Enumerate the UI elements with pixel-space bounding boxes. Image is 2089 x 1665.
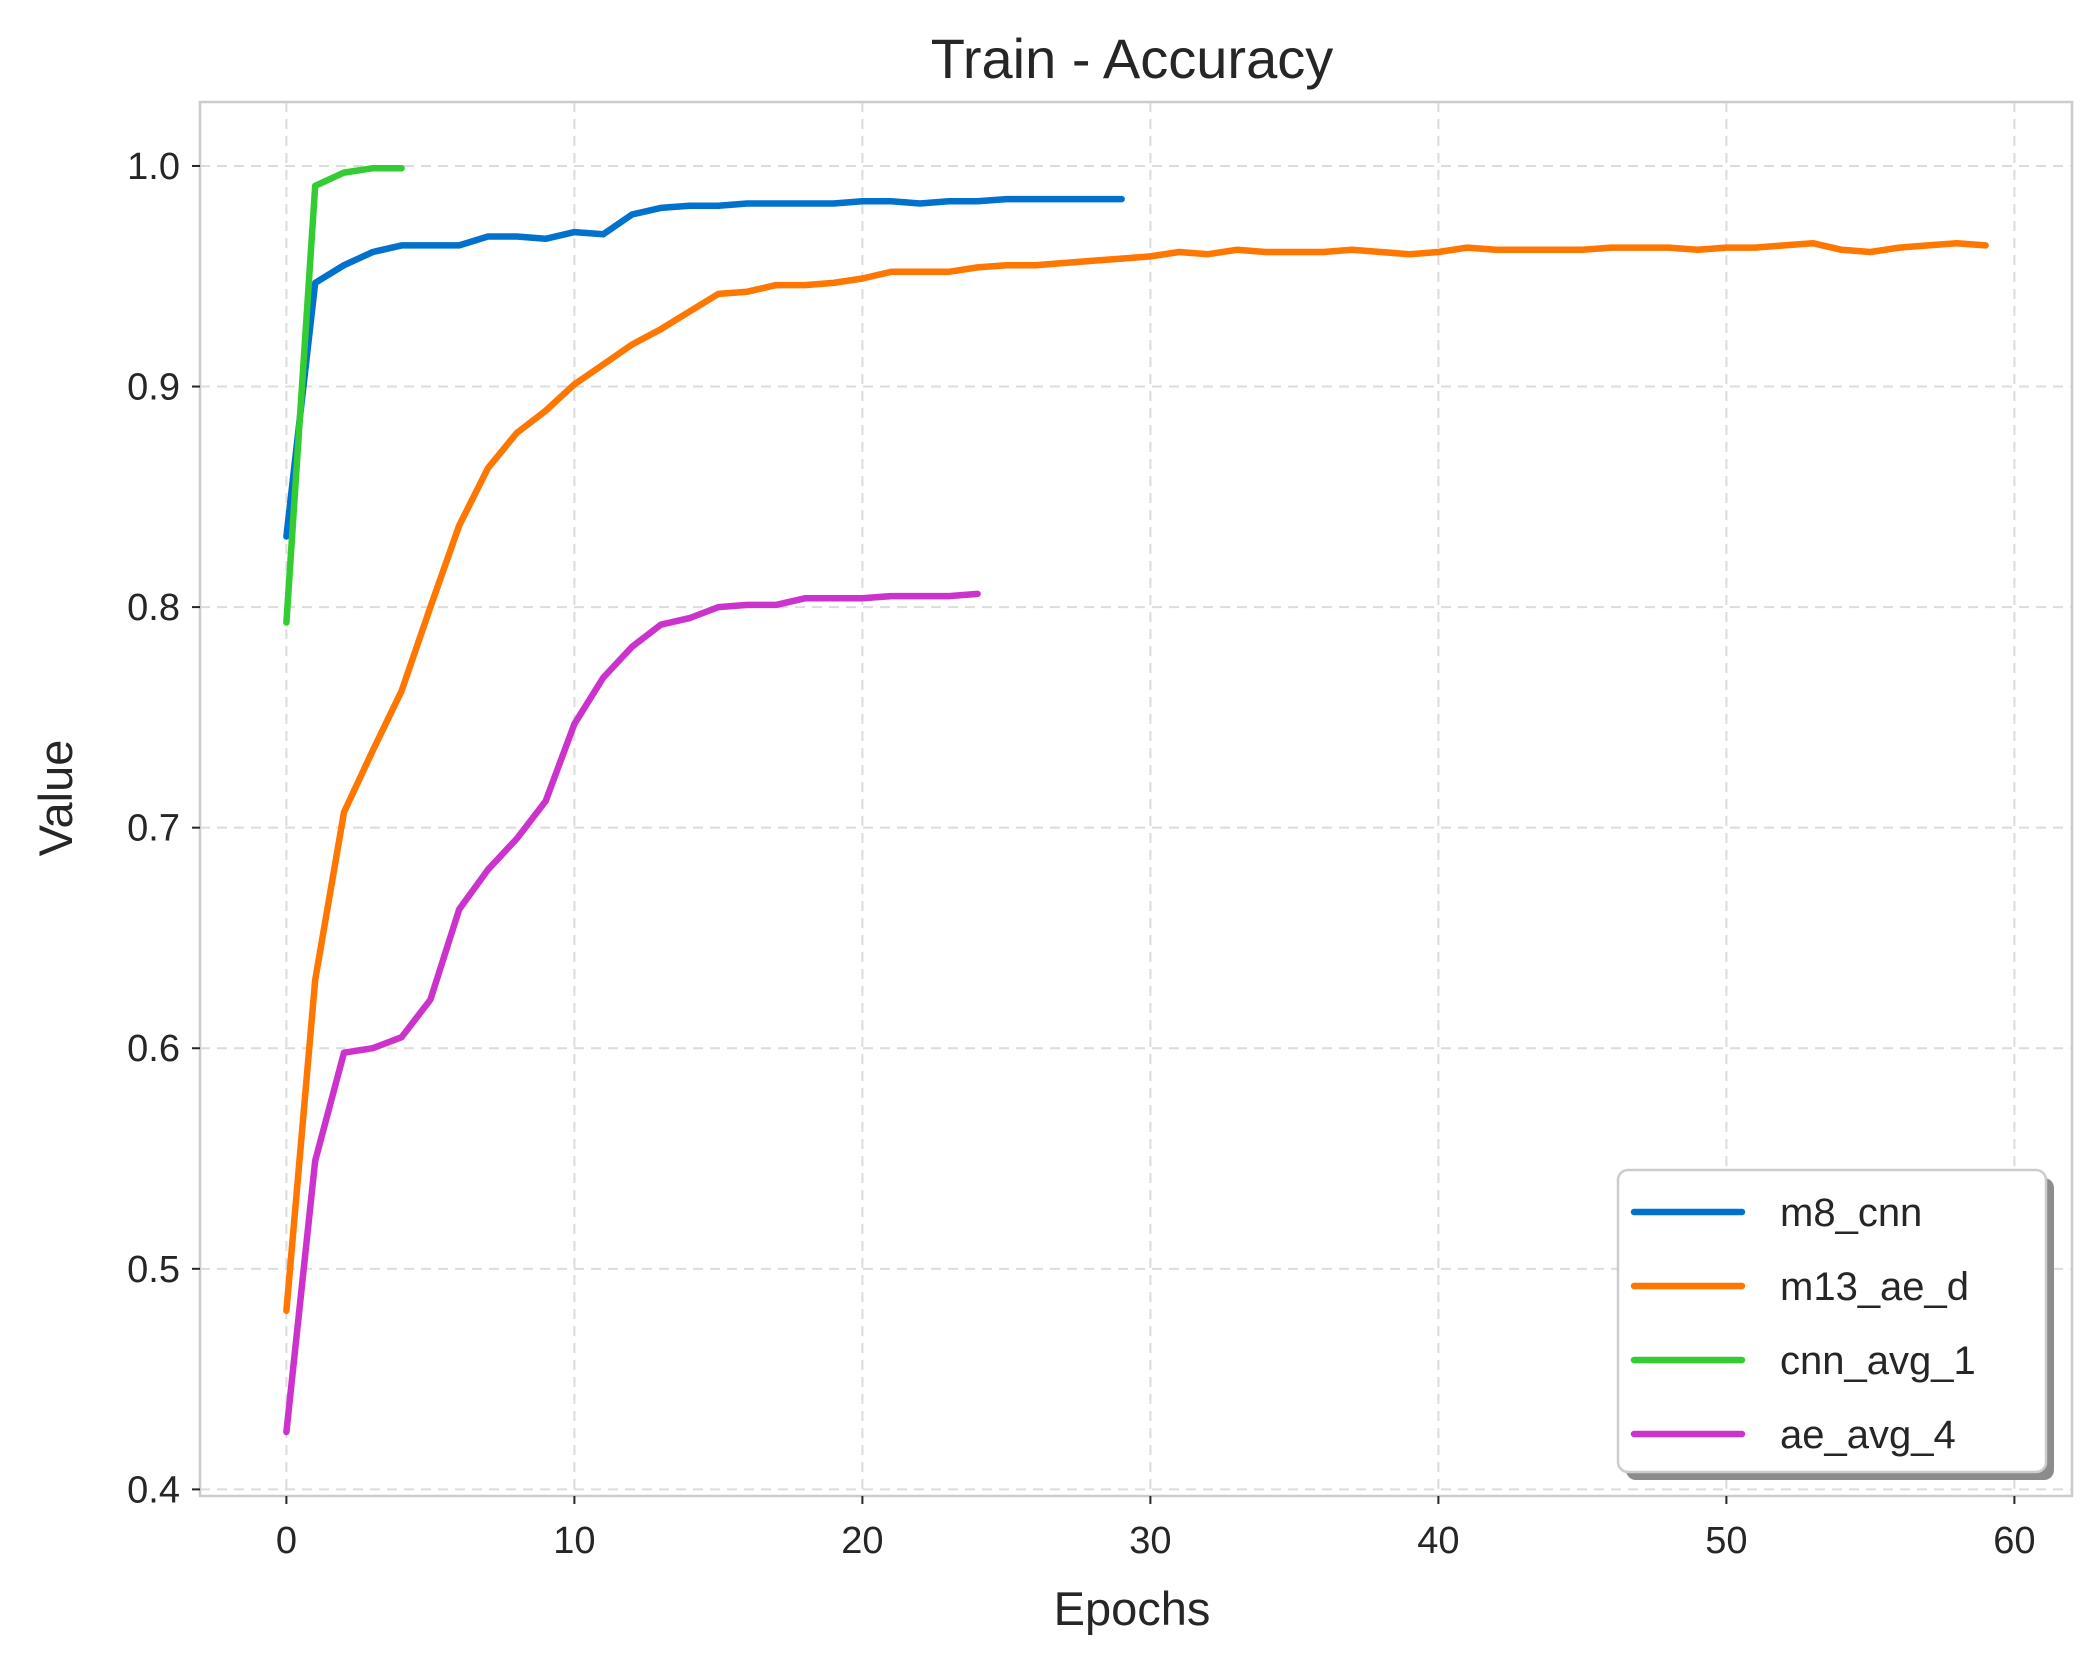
plot-frame (198, 100, 2074, 1498)
x-axis-label: Epochs (1054, 1582, 1211, 1635)
y-tick-label: 0.8 (127, 587, 180, 629)
x-tick-label: 10 (553, 1520, 595, 1562)
legend-label: m13_ae_d (1780, 1265, 1969, 1309)
x-tick-label: 50 (1705, 1520, 1747, 1562)
legend-label: ae_avg_4 (1780, 1413, 1956, 1457)
y-tick-label: 0.9 (127, 367, 180, 409)
series-layer (283, 164, 1989, 1436)
y-tick-label: 0.6 (127, 1028, 180, 1070)
legend-items: m8_cnn m13_ae_d cnn_avg_1 ae_avg_4 (1630, 1191, 1976, 1457)
x-tick-label: 60 (1993, 1520, 2035, 1562)
y-tick-label: 0.5 (127, 1249, 180, 1291)
y-tick-label: 1.0 (127, 146, 180, 188)
y-tick-label: 0.4 (127, 1469, 180, 1511)
y-axis-label: Value (29, 740, 82, 857)
x-tick-label: 40 (1417, 1520, 1459, 1562)
y-tick-label: 0.7 (127, 808, 180, 850)
series-line-m8-cnn (283, 195, 1125, 540)
legend: m8_cnn m13_ae_d cnn_avg_1 ae_avg_4 (1616, 1168, 2054, 1480)
legend-label: cnn_avg_1 (1780, 1339, 1976, 1383)
tick-layer: 0 10 20 30 40 50 60 0.4 0.5 0.6 0.7 0.8 0.9 1.0 (127, 146, 2035, 1562)
legend-box (1616, 1168, 2048, 1474)
chart-title: Train - Accuracy (931, 27, 1333, 90)
series-line-cnn-avg-1 (283, 164, 405, 626)
x-tick-label: 0 (276, 1520, 297, 1562)
legend-label: m8_cnn (1780, 1191, 1922, 1235)
series-line-ae-avg-4 (283, 590, 981, 1436)
series-line-m13-ae-d (283, 239, 1989, 1314)
x-tick-label: 30 (1129, 1520, 1171, 1562)
x-tick-label: 20 (841, 1520, 883, 1562)
